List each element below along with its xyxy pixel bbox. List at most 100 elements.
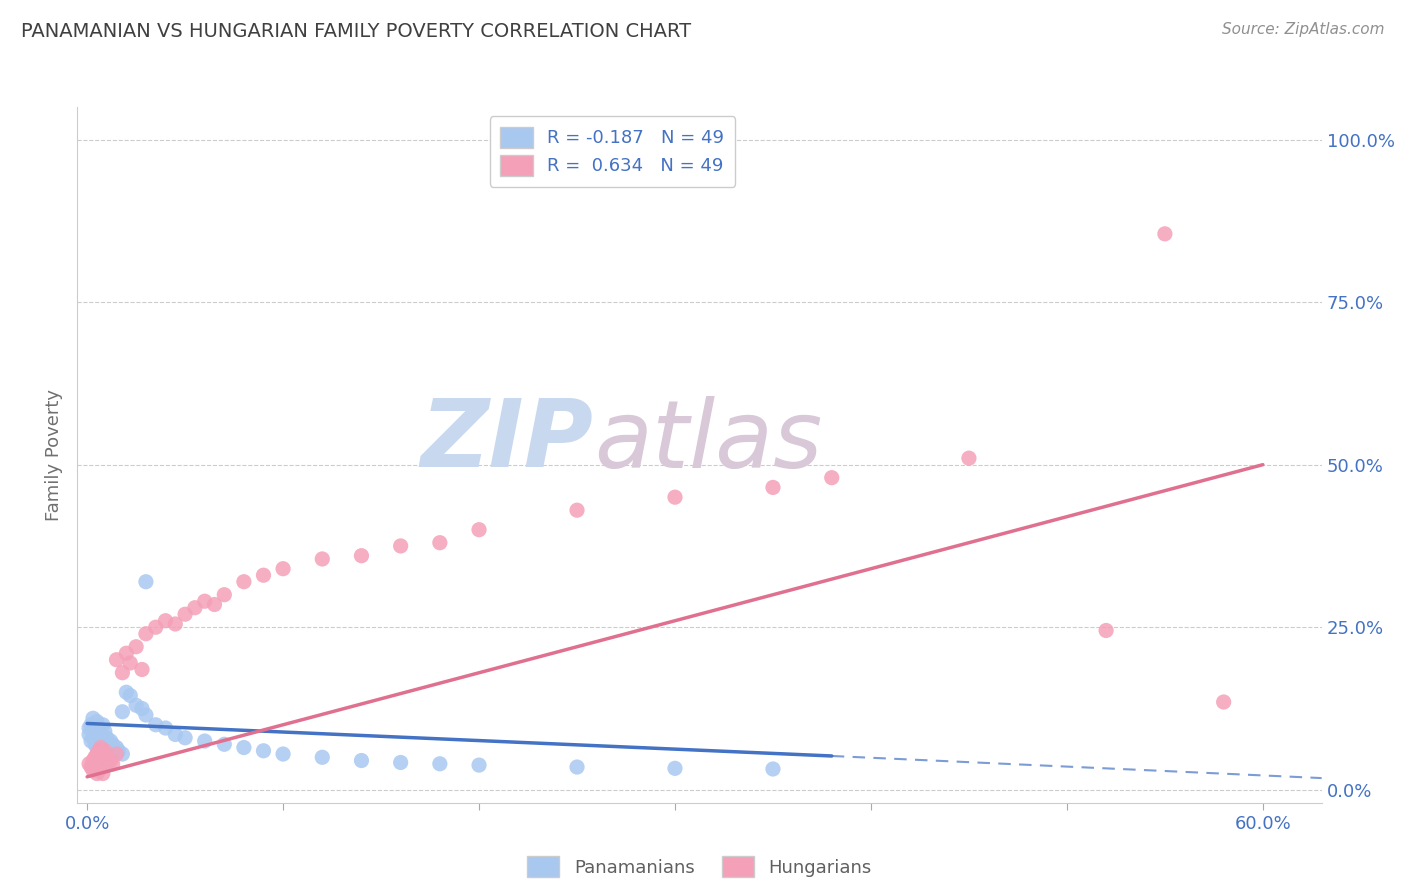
Point — [101, 756, 124, 771]
Point — [429, 756, 451, 771]
Point — [105, 747, 128, 761]
Point — [194, 734, 217, 748]
Point — [86, 766, 108, 780]
Point — [762, 480, 785, 494]
Point — [311, 750, 333, 764]
Point — [111, 705, 134, 719]
Point — [90, 727, 112, 741]
Point — [468, 523, 491, 537]
Point — [214, 588, 236, 602]
Point — [111, 747, 134, 761]
Point — [91, 750, 114, 764]
Point — [165, 727, 187, 741]
Point — [194, 594, 217, 608]
Point — [125, 640, 148, 654]
Point — [271, 562, 294, 576]
Point — [82, 731, 104, 745]
Point — [155, 614, 177, 628]
Point — [82, 754, 104, 768]
Point — [389, 756, 412, 770]
Point — [96, 731, 118, 745]
Text: PANAMANIAN VS HUNGARIAN FAMILY POVERTY CORRELATION CHART: PANAMANIAN VS HUNGARIAN FAMILY POVERTY C… — [21, 22, 692, 41]
Point — [1154, 227, 1177, 241]
Text: atlas: atlas — [593, 395, 823, 486]
Point — [664, 490, 686, 504]
Point — [80, 760, 103, 774]
Point — [86, 747, 108, 761]
Point — [131, 663, 153, 677]
Point — [86, 714, 108, 729]
Point — [91, 747, 114, 761]
Point — [184, 600, 207, 615]
Point — [115, 646, 138, 660]
Point — [120, 689, 142, 703]
Point — [101, 737, 124, 751]
Point — [84, 750, 107, 764]
Point — [91, 718, 114, 732]
Point — [77, 721, 100, 735]
Point — [565, 503, 588, 517]
Point — [145, 718, 167, 732]
Point — [125, 698, 148, 713]
Point — [107, 744, 129, 758]
Point — [389, 539, 412, 553]
Point — [100, 754, 122, 768]
Point — [90, 760, 112, 774]
Point — [87, 744, 110, 758]
Point — [145, 620, 167, 634]
Point — [762, 762, 785, 776]
Point — [252, 568, 274, 582]
Point — [77, 727, 100, 741]
Point — [105, 653, 128, 667]
Point — [100, 734, 122, 748]
Point — [565, 760, 588, 774]
Point — [77, 756, 100, 771]
Point — [252, 744, 274, 758]
Point — [135, 574, 157, 589]
Point — [82, 764, 104, 778]
Point — [135, 626, 157, 640]
Text: Source: ZipAtlas.com: Source: ZipAtlas.com — [1222, 22, 1385, 37]
Point — [82, 711, 104, 725]
Point — [232, 574, 254, 589]
Point — [271, 747, 294, 761]
Point — [86, 740, 108, 755]
Point — [94, 724, 117, 739]
Point — [80, 734, 103, 748]
Text: ZIP: ZIP — [420, 395, 593, 487]
Point — [84, 737, 107, 751]
Point — [91, 766, 114, 780]
Point — [350, 754, 373, 768]
Point — [165, 617, 187, 632]
Point — [664, 761, 686, 775]
Point — [84, 724, 107, 739]
Point — [87, 764, 110, 778]
Point — [96, 756, 118, 771]
Point — [1212, 695, 1234, 709]
Point — [174, 607, 197, 622]
Point — [94, 754, 117, 768]
Point — [350, 549, 373, 563]
Point — [90, 747, 112, 761]
Point — [87, 744, 110, 758]
Point — [468, 758, 491, 772]
Point — [94, 744, 117, 758]
Point — [821, 471, 844, 485]
Point — [120, 656, 142, 670]
Point — [214, 737, 236, 751]
Y-axis label: Family Poverty: Family Poverty — [45, 389, 63, 521]
Point — [429, 535, 451, 549]
Point — [155, 721, 177, 735]
Legend: Panamanians, Hungarians: Panamanians, Hungarians — [520, 849, 879, 884]
Point — [174, 731, 197, 745]
Point — [311, 552, 333, 566]
Point — [115, 685, 138, 699]
Point — [105, 740, 128, 755]
Point — [80, 718, 103, 732]
Point — [957, 451, 980, 466]
Point — [1095, 624, 1118, 638]
Point — [96, 750, 118, 764]
Point — [111, 665, 134, 680]
Point — [87, 721, 110, 735]
Point — [131, 701, 153, 715]
